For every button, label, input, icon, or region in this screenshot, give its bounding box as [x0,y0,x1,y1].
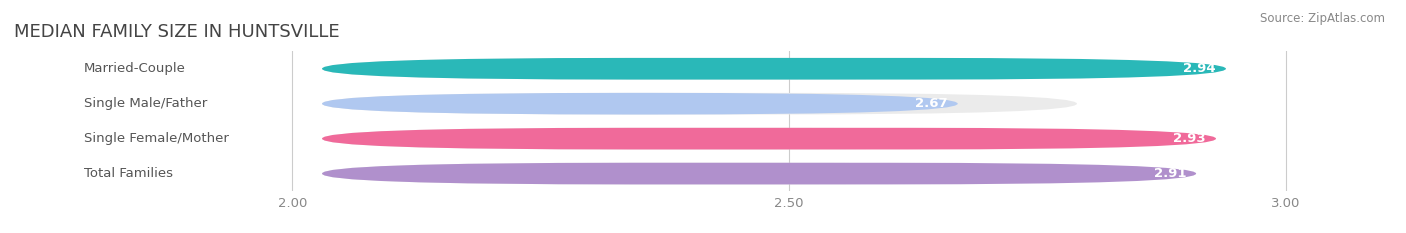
FancyBboxPatch shape [322,163,1077,185]
Text: 2.94: 2.94 [1184,62,1216,75]
Text: 2.67: 2.67 [915,97,948,110]
FancyBboxPatch shape [322,128,1216,150]
Text: Married-Couple: Married-Couple [83,62,186,75]
Text: 2.93: 2.93 [1174,132,1206,145]
FancyBboxPatch shape [322,93,1077,115]
FancyBboxPatch shape [322,93,957,115]
FancyBboxPatch shape [322,58,1077,80]
Text: Single Male/Father: Single Male/Father [83,97,207,110]
Text: MEDIAN FAMILY SIZE IN HUNTSVILLE: MEDIAN FAMILY SIZE IN HUNTSVILLE [14,23,340,41]
FancyBboxPatch shape [322,128,1077,150]
Text: Single Female/Mother: Single Female/Mother [83,132,228,145]
Text: Total Families: Total Families [83,167,173,180]
FancyBboxPatch shape [322,163,1197,185]
Text: 2.91: 2.91 [1154,167,1187,180]
FancyBboxPatch shape [322,58,1226,80]
Text: Source: ZipAtlas.com: Source: ZipAtlas.com [1260,12,1385,25]
